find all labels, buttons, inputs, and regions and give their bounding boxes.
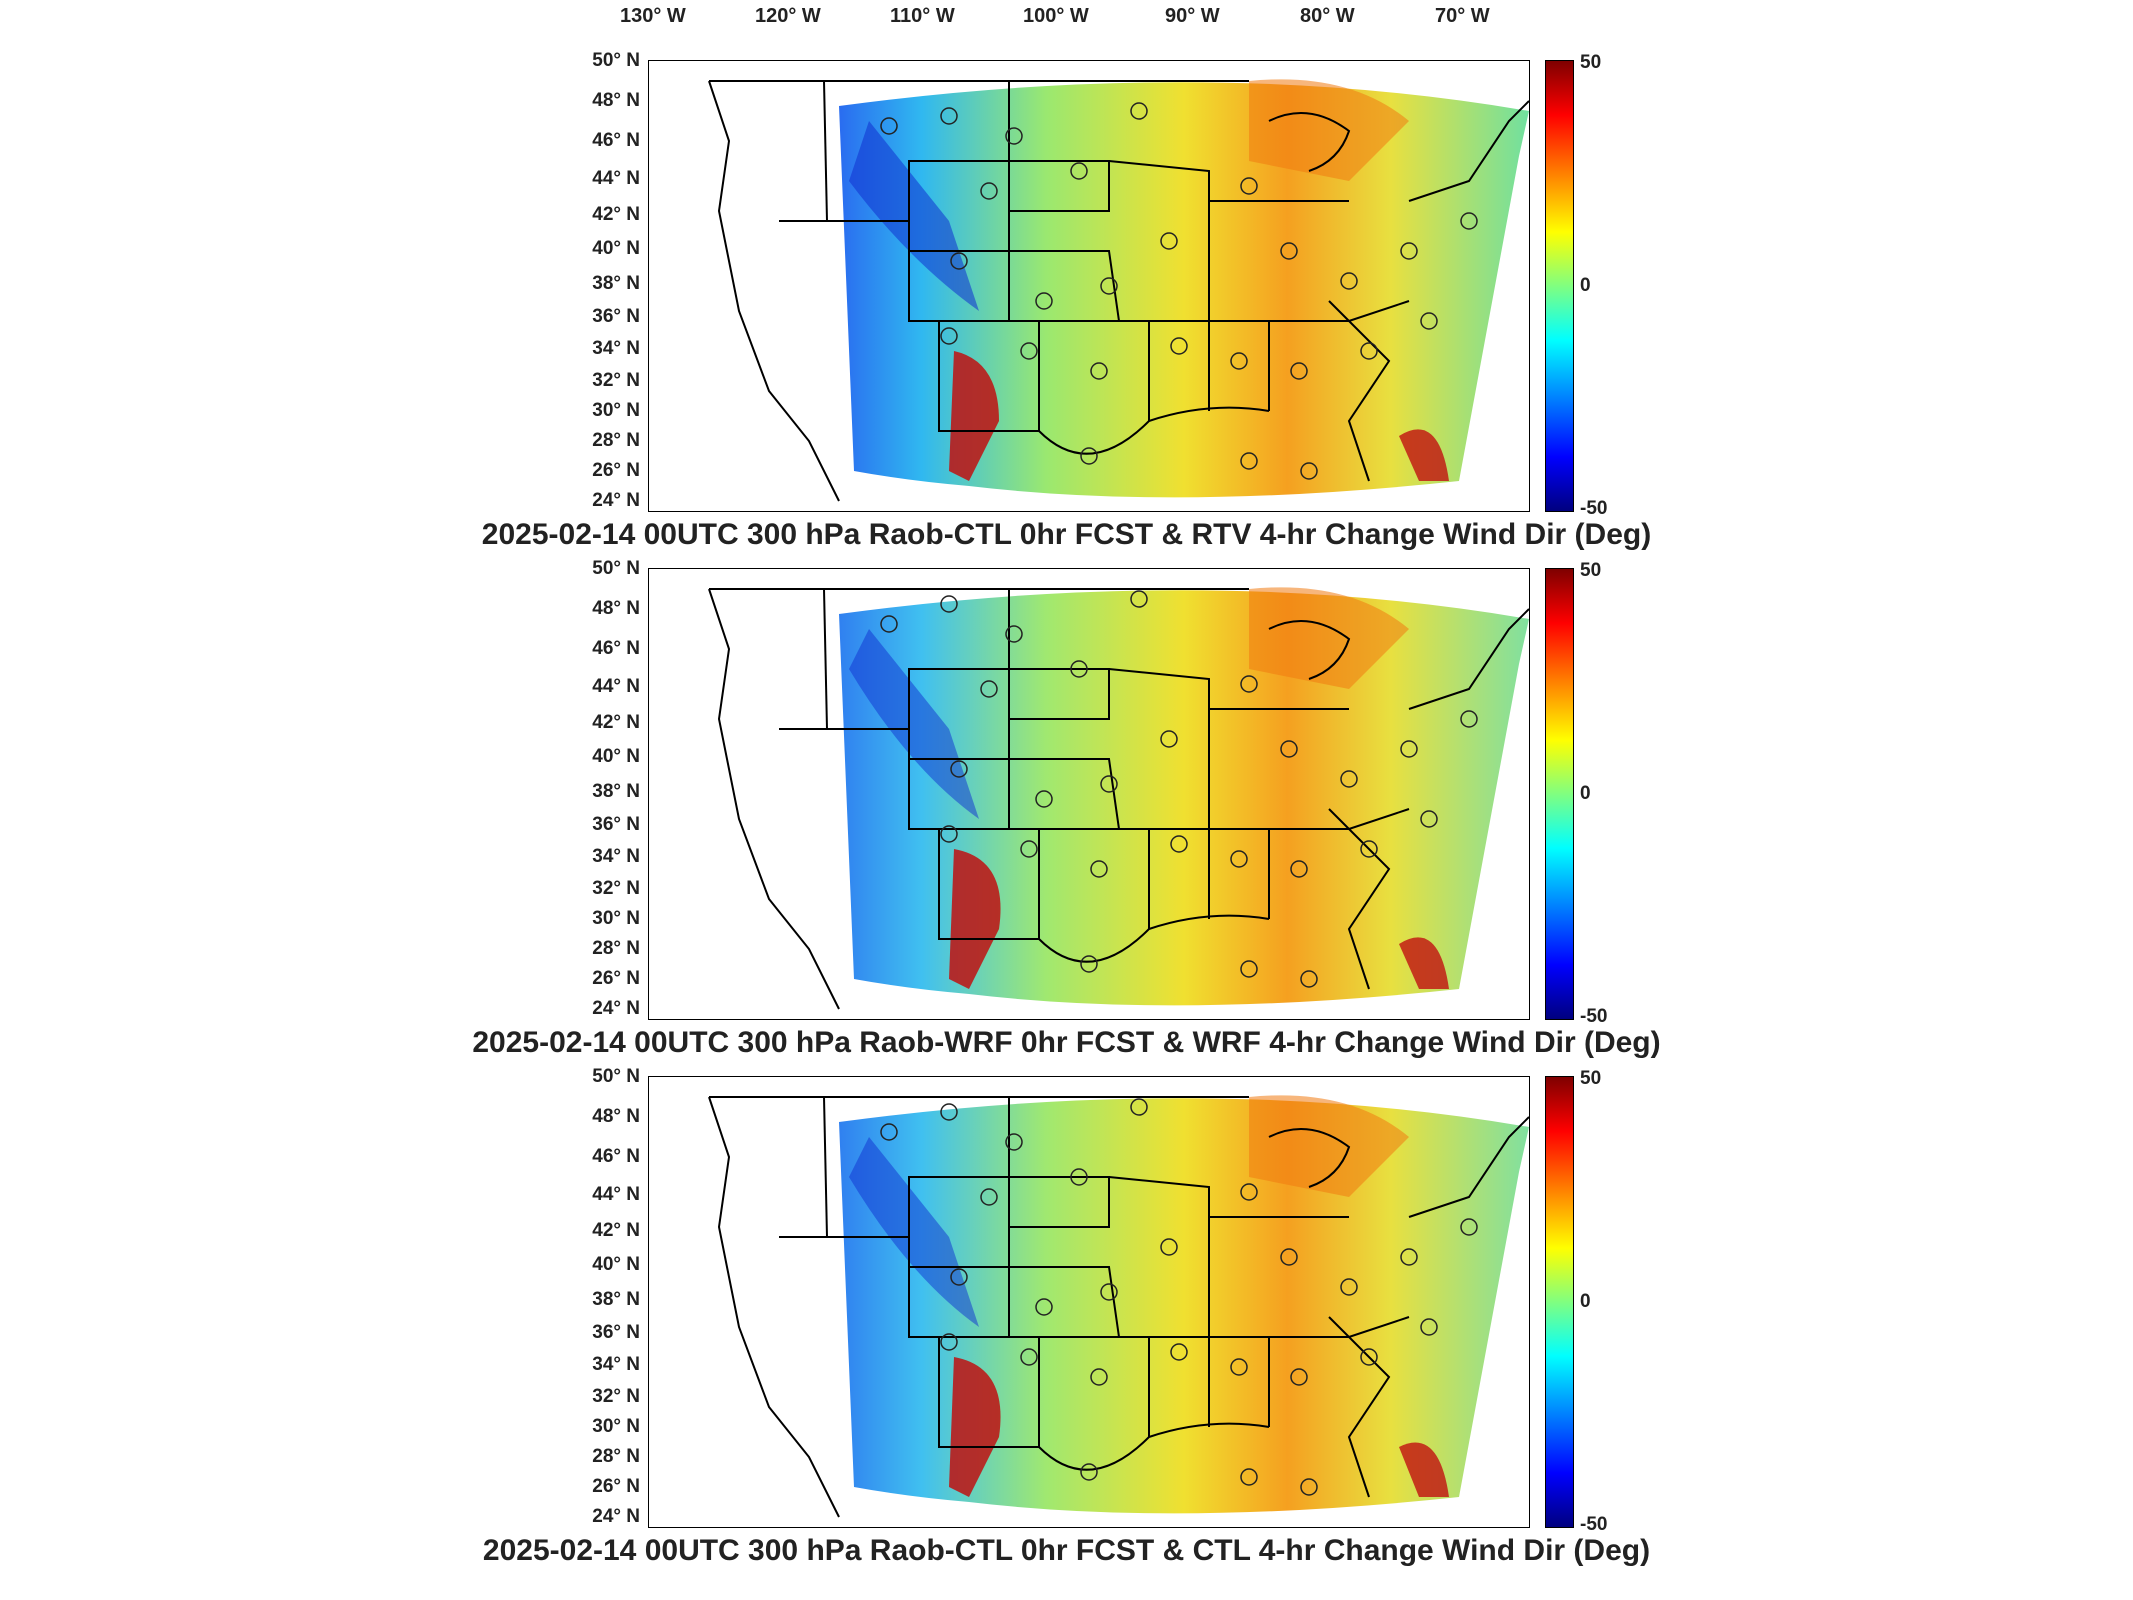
lat-label-40n: 40° N xyxy=(592,238,640,259)
lat-label-44n: 44° N xyxy=(592,1184,640,1205)
lat-label-42n: 42° N xyxy=(592,1220,640,1241)
lat-label-46n: 46° N xyxy=(592,130,640,151)
colorbar-mid-label: 0 xyxy=(1580,783,1591,804)
red-anomaly-southwest xyxy=(949,849,1001,989)
data-field xyxy=(839,1098,1529,1514)
lat-label-46n: 46° N xyxy=(592,638,640,659)
lon-label-70w: 70° W xyxy=(1435,5,1490,27)
red-anomaly-southwest xyxy=(949,1357,1001,1497)
lat-label-36n: 36° N xyxy=(592,1322,640,1343)
lat-label-30n: 30° N xyxy=(592,1416,640,1437)
map-plot-area xyxy=(648,1076,1530,1528)
colorbar-min-label: -50 xyxy=(1580,498,1608,519)
lat-label-42n: 42° N xyxy=(592,204,640,225)
lat-label-34n: 34° N xyxy=(592,846,640,867)
red-anomaly-atlantic xyxy=(1399,429,1449,481)
lat-label-38n: 38° N xyxy=(592,273,640,294)
colorbar xyxy=(1545,60,1574,512)
lat-label-48n: 48° N xyxy=(592,90,640,111)
colorbar-min-label: -50 xyxy=(1580,1006,1608,1027)
lat-label-38n: 38° N xyxy=(592,1289,640,1310)
blue-anomaly-rockies xyxy=(849,121,979,311)
red-anomaly-atlantic xyxy=(1399,1442,1449,1497)
blue-anomaly-rockies xyxy=(849,1137,979,1327)
lat-label-24n: 24° N xyxy=(592,998,640,1019)
lon-label-80w: 80° W xyxy=(1300,5,1355,27)
lon-label-130w: 130° W xyxy=(620,5,686,27)
lat-label-44n: 44° N xyxy=(592,168,640,189)
lat-label-24n: 24° N xyxy=(592,490,640,511)
lon-label-110w: 110° W xyxy=(890,5,955,27)
colorbar-mid-label: 0 xyxy=(1580,275,1591,296)
red-anomaly-atlantic xyxy=(1399,937,1449,989)
lat-label-50n: 50° N xyxy=(592,558,640,579)
lat-label-24n: 24° N xyxy=(592,1506,640,1527)
colorbar xyxy=(1545,1076,1574,1528)
lat-label-28n: 28° N xyxy=(592,430,640,451)
raob-station-markers xyxy=(880,1098,1478,1496)
lat-label-26n: 26° N xyxy=(592,968,640,989)
lat-label-26n: 26° N xyxy=(592,1476,640,1497)
state-boundaries xyxy=(708,588,1529,1010)
lat-label-48n: 48° N xyxy=(592,598,640,619)
lat-label-40n: 40° N xyxy=(592,746,640,767)
colorbar-max-label: 50 xyxy=(1580,560,1602,581)
lat-label-28n: 28° N xyxy=(592,938,640,959)
lat-label-38n: 38° N xyxy=(592,781,640,802)
lat-label-32n: 32° N xyxy=(592,878,640,899)
lat-label-32n: 32° N xyxy=(592,1386,640,1407)
lat-label-50n: 50° N xyxy=(592,1066,640,1087)
wind-direction-map xyxy=(708,587,1529,1010)
map-panel-3: 50° N 48° N 46° N 44° N 42° N 40° N 38° … xyxy=(0,1056,2133,1567)
blue-anomaly-rockies xyxy=(849,629,979,819)
lat-label-42n: 42° N xyxy=(592,712,640,733)
red-anomaly-southwest xyxy=(949,351,999,481)
panel-title: 2025-02-14 00UTC 300 hPa Raob-CTL 0hr FC… xyxy=(482,1534,1651,1567)
lat-label-32n: 32° N xyxy=(592,370,640,391)
data-field xyxy=(839,82,1529,498)
lat-label-50n: 50° N xyxy=(592,50,640,71)
lat-label-44n: 44° N xyxy=(592,676,640,697)
orange-anomaly-north xyxy=(1249,79,1409,181)
colorbar-mid-label: 0 xyxy=(1580,1291,1591,1312)
lon-label-90w: 90° W xyxy=(1165,5,1220,27)
colorbar-max-label: 50 xyxy=(1580,1068,1602,1089)
lon-label-100w: 100° W xyxy=(1023,5,1089,27)
panel-title: 2025-02-14 00UTC 300 hPa Raob-WRF 0hr FC… xyxy=(472,1026,1661,1059)
raob-station-markers xyxy=(880,102,1478,480)
lat-label-36n: 36° N xyxy=(592,306,640,327)
lat-label-26n: 26° N xyxy=(592,460,640,481)
lat-label-28n: 28° N xyxy=(592,1446,640,1467)
map-panel-1: 50° N 48° N 46° N 44° N 42° N 40° N 38° … xyxy=(0,40,2133,551)
orange-anomaly-north xyxy=(1249,1095,1409,1197)
data-field xyxy=(839,590,1529,1006)
state-boundaries xyxy=(708,80,1529,502)
map-plot-area xyxy=(648,568,1530,1020)
lat-label-30n: 30° N xyxy=(592,400,640,421)
lat-label-46n: 46° N xyxy=(592,1146,640,1167)
orange-anomaly-north xyxy=(1249,587,1409,689)
map-plot-area xyxy=(648,60,1530,512)
colorbar-max-label: 50 xyxy=(1580,52,1602,73)
map-panel-2: 50° N 48° N 46° N 44° N 42° N 40° N 38° … xyxy=(0,548,2133,1059)
lat-label-34n: 34° N xyxy=(592,1354,640,1375)
lat-label-30n: 30° N xyxy=(592,908,640,929)
lon-label-120w: 120° W xyxy=(755,5,821,27)
colorbar-min-label: -50 xyxy=(1580,1514,1608,1535)
lat-label-34n: 34° N xyxy=(592,338,640,359)
lat-label-48n: 48° N xyxy=(592,1106,640,1127)
lat-label-36n: 36° N xyxy=(592,814,640,835)
colorbar xyxy=(1545,568,1574,1020)
wind-direction-map xyxy=(708,79,1529,502)
state-boundaries xyxy=(708,1096,1529,1518)
panel-title: 2025-02-14 00UTC 300 hPa Raob-CTL 0hr FC… xyxy=(481,518,1652,551)
wind-direction-map xyxy=(708,1095,1529,1518)
lat-label-40n: 40° N xyxy=(592,1254,640,1275)
raob-station-markers xyxy=(880,590,1478,988)
